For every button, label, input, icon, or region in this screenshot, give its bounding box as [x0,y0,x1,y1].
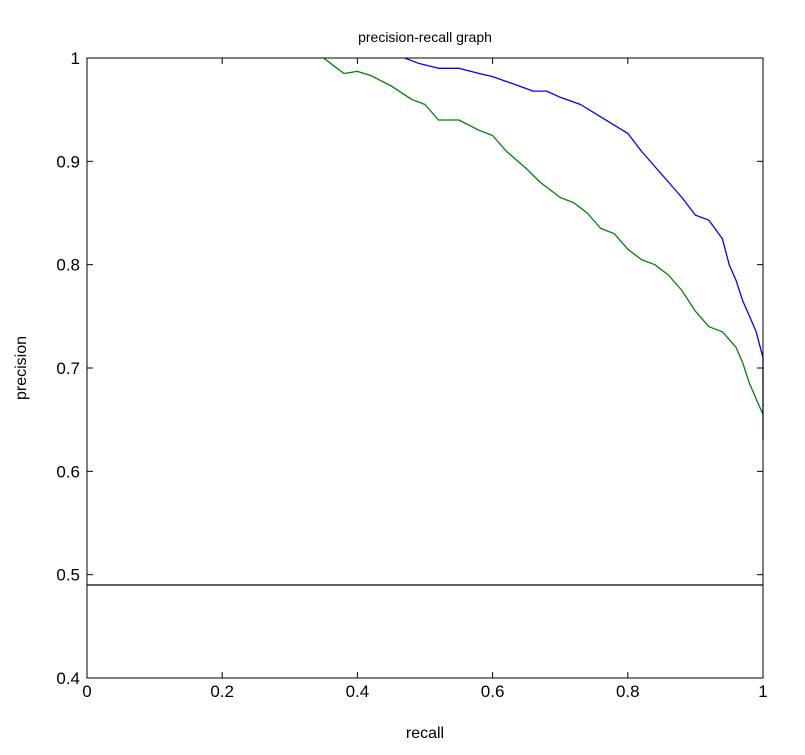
tick-layer: 0 0.2 0.4 0.6 0.8 1 0.4 0.5 0.6 0.7 0.8 0.9 1 [56,49,767,701]
y-axis-label: precision [13,336,30,400]
x-axis-label: recall [406,725,444,742]
series-line-2 [323,57,764,441]
x-tick-label: 0.2 [210,682,234,701]
y-tick-label: 0.8 [56,256,80,275]
x-tick-label: 0.8 [616,682,640,701]
x-tick-label: 0 [82,682,91,701]
y-tick-label: 0.4 [56,669,80,688]
x-tick-label: 1 [758,682,767,701]
chart-title: precision-recall graph [358,29,492,45]
y-tick-label: 0.9 [56,152,80,171]
series-line-1 [404,57,764,415]
x-tick-label: 0.4 [346,682,370,701]
y-tick-label: 1 [71,49,80,68]
y-tick-label: 0.6 [56,462,80,481]
y-tick-label: 0.7 [56,359,80,378]
x-tick-label: 0.6 [481,682,505,701]
y-tick-label: 0.5 [56,566,80,585]
series-layer [323,57,764,441]
